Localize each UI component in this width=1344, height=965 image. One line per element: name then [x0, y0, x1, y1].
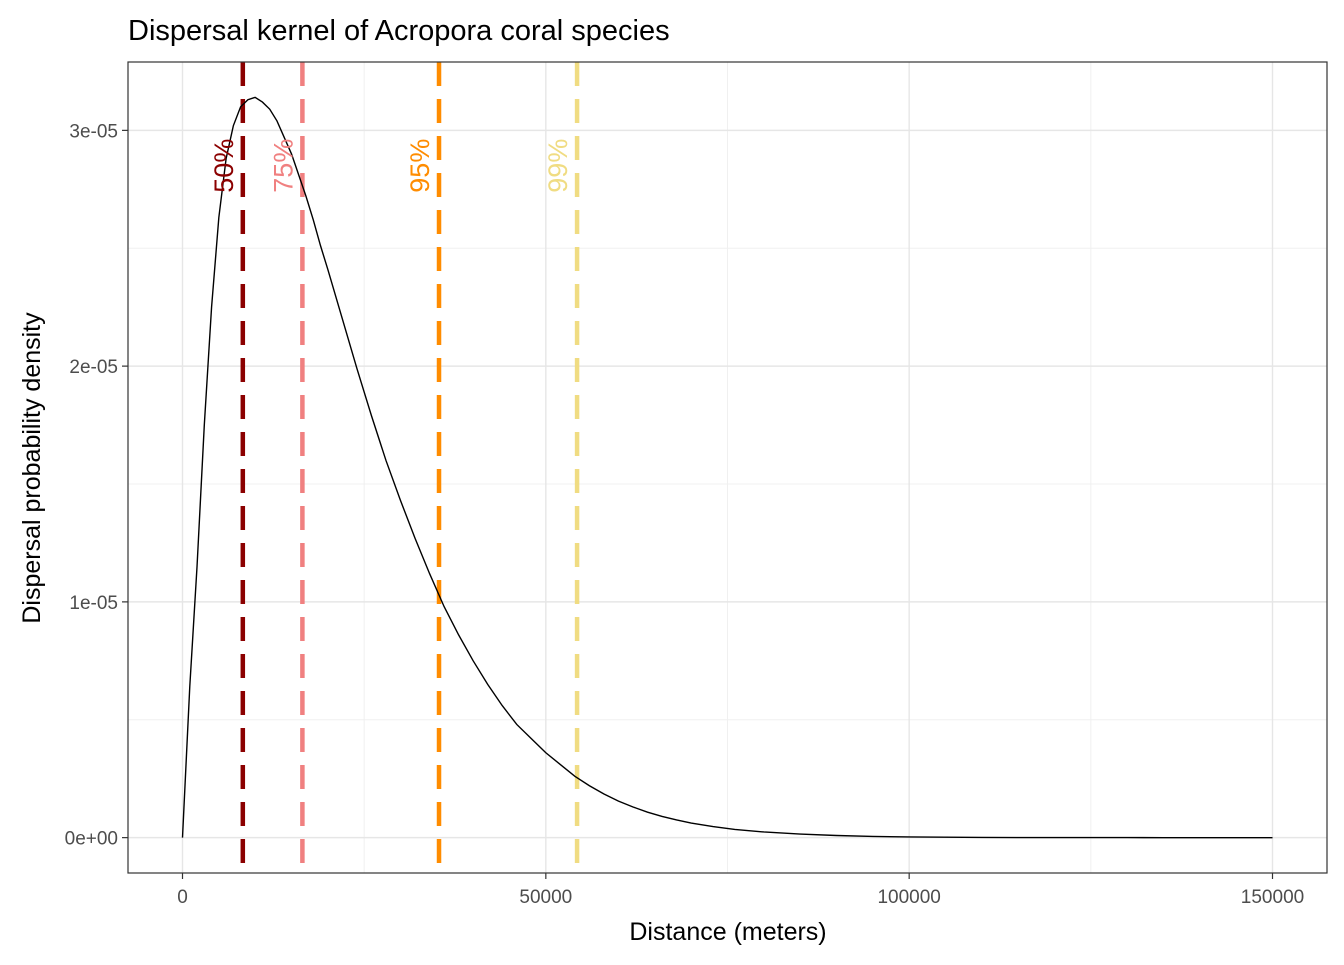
kernel-curve-line — [181, 96, 1273, 839]
y-axis-title: Dispersal probability density — [18, 312, 46, 624]
quantile-label-75pct: 75% — [268, 139, 298, 193]
x-axis-title: Distance (meters) — [629, 918, 826, 946]
axis-layer: 0 50000 100000 150000 0e+00 1e-05 2e-05 3e-05 — [65, 121, 1305, 908]
quantile-label-99pct: 99% — [543, 139, 573, 193]
plot-panel-border — [127, 61, 1328, 874]
x-tick-label: 50000 — [519, 887, 572, 908]
x-tick-label: 100000 — [877, 887, 940, 908]
grid-layer — [128, 62, 1327, 873]
quantile-lines-layer — [240, 62, 580, 873]
y-tick-label: 2e-05 — [69, 357, 118, 378]
chart-title: Dispersal kernel of Acropora coral speci… — [128, 15, 670, 47]
x-tick-label: 150000 — [1241, 887, 1304, 908]
x-tick-label: 0 — [177, 887, 188, 908]
quantile-label-50pct: 50% — [209, 139, 239, 193]
series-layer — [181, 96, 1273, 839]
quantile-labels-layer: 50% 75% 95% 99% — [209, 139, 573, 193]
y-tick-label: 0e+00 — [65, 829, 118, 850]
y-tick-label: 1e-05 — [69, 593, 118, 614]
y-tick-label: 3e-05 — [69, 121, 118, 142]
quantile-label-95pct: 95% — [405, 139, 435, 193]
